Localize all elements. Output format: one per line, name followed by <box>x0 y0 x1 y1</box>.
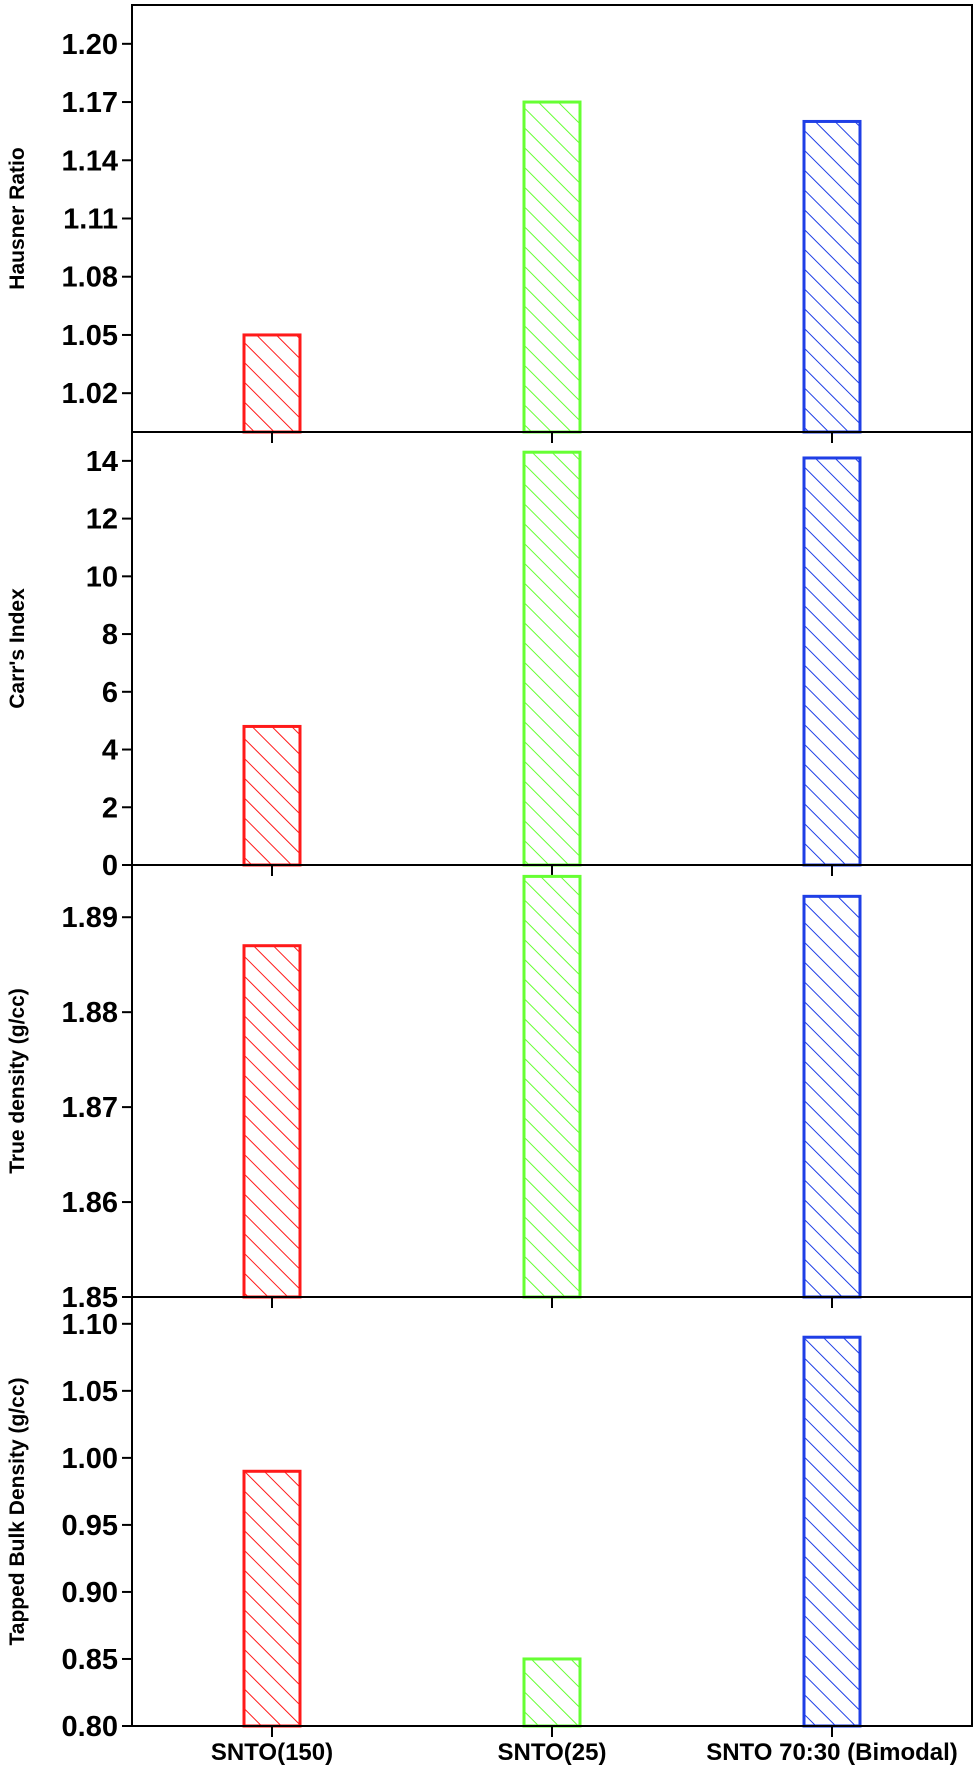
y-tick-label: 1.85 <box>62 1282 118 1314</box>
y-tick-label: 1.11 <box>63 204 118 236</box>
y-tick-label: 8 <box>102 619 118 651</box>
y-tick-label: 1.02 <box>62 378 118 410</box>
bar-panel1-1 <box>242 333 302 434</box>
y-tick-label: 1.87 <box>62 1092 118 1124</box>
bar-panel1-3 <box>802 119 862 434</box>
y-tick-label: 1.05 <box>62 1376 118 1408</box>
y-tick-label: 2 <box>102 792 118 824</box>
x-category-label: SNTO(150) <box>211 1739 333 1766</box>
bar-panel1-2 <box>522 100 582 434</box>
bar-panel4-1 <box>242 1469 302 1728</box>
y-tick-label: 1.00 <box>62 1443 118 1475</box>
y-axis-label: Carr's Index <box>6 588 29 709</box>
x-category-label: SNTO(25) <box>498 1739 607 1766</box>
y-tick-label: 0.95 <box>62 1510 118 1542</box>
bar-panel4-3 <box>802 1335 862 1728</box>
panel-1: 1.02 1.05 1.08 1.11 1.14 1.17 1.20 Hausner Rati… <box>6 4 973 443</box>
y-tick-label: 6 <box>102 677 118 709</box>
y-axis-label: Hausner Ratio <box>6 147 29 289</box>
y-tick-label: 1.89 <box>62 902 118 934</box>
bar-panel3-2 <box>522 874 582 1299</box>
y-axis-label: Tapped Bulk Density (g/cc) <box>6 1378 29 1646</box>
bar-panel2-2 <box>522 450 582 867</box>
bar-panel4-2 <box>522 1657 582 1728</box>
y-tick-label: 1.14 <box>62 145 118 177</box>
y-tick-label: 0 <box>102 850 118 882</box>
panel-2: 0 2 4 6 8 10 12 14 Carr's Index <box>6 431 973 882</box>
y-tick-label: 4 <box>102 735 118 767</box>
y-tick-label: 12 <box>86 504 118 536</box>
bar-panel2-1 <box>242 724 302 867</box>
x-category-label: SNTO 70:30 (Bimodal) <box>706 1739 958 1766</box>
y-tick-label: 1.86 <box>62 1187 118 1219</box>
y-tick-label: 0.85 <box>62 1644 118 1676</box>
y-tick-label: 1.08 <box>62 262 118 294</box>
y-tick-label: 0.90 <box>62 1577 118 1609</box>
y-tick-label: 1.17 <box>62 87 118 119</box>
y-tick-label: 1.88 <box>62 997 118 1029</box>
bar-panel2-3 <box>802 456 862 867</box>
y-tick-label: 1.05 <box>62 320 118 352</box>
panel-3: 1.85 1.86 1.87 1.88 1.89 True density (g/cc) <box>6 864 973 1314</box>
y-tick-label: 0.80 <box>62 1711 118 1743</box>
bar-panel3-3 <box>802 894 862 1299</box>
y-tick-label: 1.10 <box>62 1309 118 1341</box>
y-tick-label: 10 <box>86 561 118 593</box>
y-tick-label: 1.20 <box>62 29 118 61</box>
y-axis-label: True density (g/cc) <box>6 988 29 1174</box>
bar-panel3-1 <box>242 944 302 1299</box>
panel-4: 0.80 0.85 0.90 0.95 1.00 1.05 1.10 Tapped Bulk … <box>6 1296 973 1743</box>
y-tick-label: 14 <box>86 446 118 478</box>
